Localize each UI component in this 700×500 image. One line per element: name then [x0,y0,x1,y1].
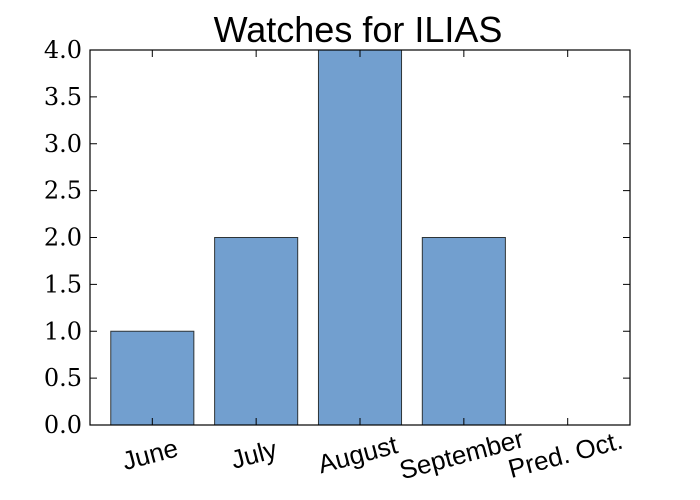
y-tick-label: 1.5 [44,270,82,298]
x-tick-label: Pred. Oct. [505,425,626,484]
chart-title: Watches for ILIAS [214,9,503,50]
y-tick-label: 3.0 [44,130,82,158]
bar-september [421,237,506,426]
plot-area-frame [89,49,631,426]
y-tick-label: 2.0 [44,224,82,252]
y-tick-label: 0.5 [44,364,82,392]
bar-august [317,49,403,426]
bar-june [110,330,195,426]
bars [110,49,506,426]
y-tick-label: 2.5 [44,177,82,205]
y-axis-ticks: 0.0 0.5 1.0 1.5 2.0 2.5 3.0 3.5 4.0 [44,36,630,439]
y-tick-label: 3.5 [44,83,82,111]
x-tick-label: July [228,434,280,475]
y-tick-label: 1.0 [44,317,82,345]
bar-july [214,237,299,426]
x-tick-label: June [119,433,181,477]
x-tick-label: August [315,429,402,479]
y-tick-label: 0.0 [44,411,82,439]
y-tick-label: 4.0 [44,36,82,64]
